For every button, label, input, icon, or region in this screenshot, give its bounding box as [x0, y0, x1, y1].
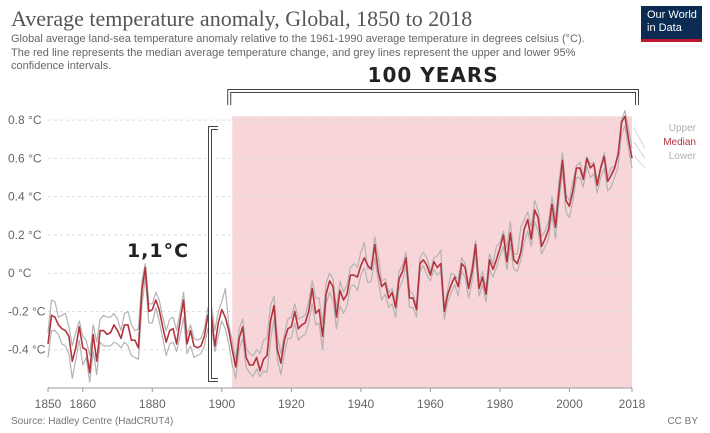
highlight-band — [232, 116, 632, 388]
temp-annotation: 1,1°C — [127, 240, 189, 262]
y-tick-label: -0.2 °C — [8, 304, 46, 318]
x-tick-label: 2000 — [556, 397, 583, 411]
legend-label: Upper — [669, 123, 697, 134]
logo-line-2: in Data — [647, 21, 682, 34]
chart-subtitle: Global average land-sea temperature anom… — [11, 33, 585, 72]
x-tick-label: 1860 — [69, 397, 96, 411]
legend-label: Lower — [669, 151, 697, 162]
years-bracket — [227, 89, 639, 105]
chart-title: Average temperature anomaly, Global, 185… — [11, 6, 473, 31]
y-tick-label: 0.4 °C — [8, 190, 42, 204]
series-line-median — [47, 115, 633, 374]
source-note[interactable]: Source: Hadley Centre (HadCRUT4) — [11, 416, 174, 427]
x-tick-label: 1960 — [417, 397, 444, 411]
y-tick-label: 0.8 °C — [8, 113, 42, 127]
x-tick-label: 2018 — [619, 397, 646, 411]
temp-bracket-inner — [209, 127, 218, 381]
y-tick-label: 0.6 °C — [8, 151, 42, 165]
x-tick-label: 1940 — [348, 397, 375, 411]
legend-connector — [633, 155, 646, 169]
legend-connector — [633, 141, 646, 159]
owid-logo[interactable]: Our World in Data — [641, 6, 702, 42]
legend-connector — [633, 127, 646, 150]
logo-line-1: Our World — [647, 9, 697, 21]
y-tick-label: 0.2 °C — [8, 228, 42, 242]
x-tick-label: 1850 — [35, 397, 62, 411]
legend-label: Median — [663, 137, 696, 148]
x-tick-label: 1920 — [278, 397, 305, 411]
x-tick-label: 1880 — [139, 397, 166, 411]
x-tick-label: 1980 — [487, 397, 514, 411]
years-annotation: 100 YEARS — [368, 63, 499, 87]
years-bracket-inner — [228, 90, 638, 105]
license-note[interactable]: CC BY — [667, 416, 698, 427]
y-tick-label: -0.4 °C — [8, 343, 46, 357]
x-tick-label: 1900 — [208, 397, 235, 411]
series-line-upper — [47, 110, 633, 360]
y-tick-label: 0 °C — [8, 266, 32, 280]
